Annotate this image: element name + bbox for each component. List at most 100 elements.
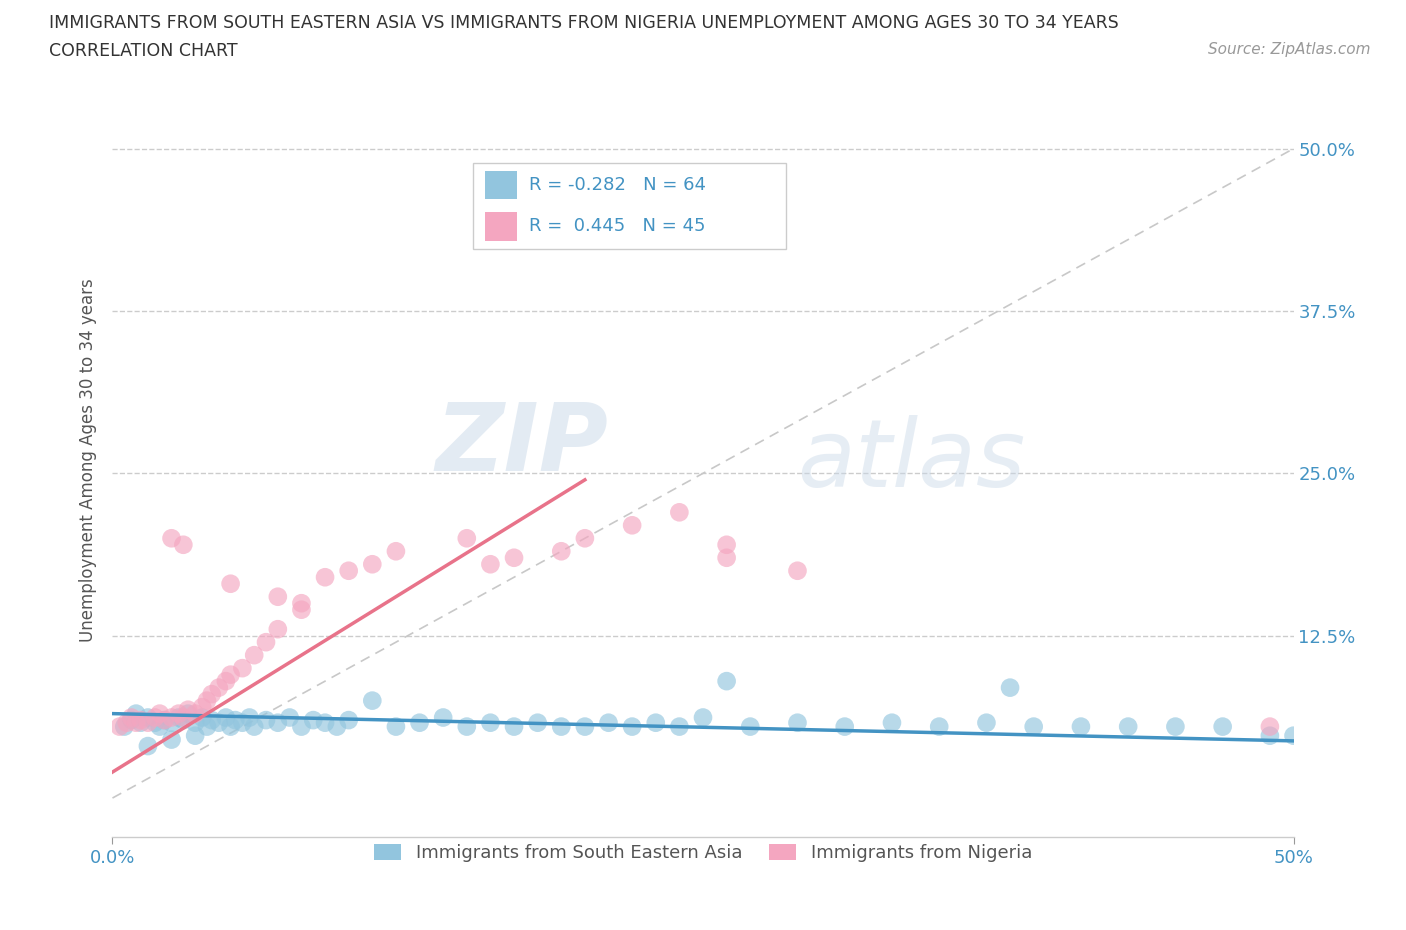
Point [112,719,135,734]
Text: atlas: atlas [797,415,1026,506]
Point [125,715,148,730]
Point [219,719,242,734]
Point [290,603,312,618]
Point [215,673,238,688]
Point [1070,719,1092,734]
Point [254,635,277,650]
Text: CORRELATION CHART: CORRELATION CHART [49,42,238,60]
Point [160,715,183,730]
Point [115,715,138,730]
Point [143,711,166,725]
Point [254,712,277,727]
Point [129,715,152,730]
Point [998,680,1021,695]
Point [153,712,176,727]
Text: IMMIGRANTS FROM SOUTH EASTERN ASIA VS IMMIGRANTS FROM NIGERIA UNEMPLOYMENT AMONG: IMMIGRANTS FROM SOUTH EASTERN ASIA VS IM… [49,14,1119,32]
Point [337,712,360,727]
Point [550,544,572,559]
Point [1022,719,1045,734]
Point [184,715,207,730]
Point [479,557,502,572]
Point [278,711,301,725]
Point [149,706,172,721]
Point [290,719,312,734]
Point [574,719,596,734]
Point [1258,719,1281,734]
Point [120,712,142,727]
Point [668,719,690,734]
Point [172,711,194,725]
Point [456,719,478,734]
Point [136,738,159,753]
Point [314,715,336,730]
Point [1258,728,1281,743]
Point [160,531,183,546]
Point [143,715,166,730]
Point [385,544,408,559]
Point [1116,719,1139,734]
Point [184,728,207,743]
Point [160,711,183,725]
Point [621,518,644,533]
Point [432,711,454,725]
Point [786,715,808,730]
Point [716,673,738,688]
Point [574,531,596,546]
Point [195,719,218,734]
Point [120,711,142,725]
Point [928,719,950,734]
Point [740,719,762,734]
Point [149,719,172,734]
Point [219,667,242,682]
Point [191,699,214,714]
Point [326,719,349,734]
Point [408,715,430,730]
Point [224,712,246,727]
Point [136,715,159,730]
Point [136,711,159,725]
Point [195,693,218,708]
Point [716,551,738,565]
Point [219,577,242,591]
Point [201,712,224,727]
Point [786,564,808,578]
Point [692,711,714,725]
Point [267,590,290,604]
Point [361,557,384,572]
Y-axis label: Unemployment Among Ages 30 to 34 years: Unemployment Among Ages 30 to 34 years [79,278,97,643]
Point [1212,719,1234,734]
Point [243,719,266,734]
Point [191,711,214,725]
Point [184,706,207,721]
Point [215,711,238,725]
Point [208,680,231,695]
Point [314,570,336,585]
Point [208,715,231,730]
Point [231,715,253,730]
Point [153,712,176,727]
Point [177,702,200,717]
Point [108,719,131,734]
Point [243,647,266,662]
Point [167,706,190,721]
Point [598,715,620,730]
Point [550,719,572,734]
Point [267,622,290,637]
Text: Source: ZipAtlas.com: Source: ZipAtlas.com [1208,42,1371,57]
Point [1282,728,1305,743]
Point [167,711,190,725]
Point [290,596,312,611]
Point [238,711,260,725]
Point [976,715,998,730]
Point [231,660,253,675]
Point [129,712,152,727]
Point [172,538,194,552]
Point [479,715,502,730]
Point [361,693,384,708]
Point [526,715,548,730]
Point [337,564,360,578]
Point [668,505,690,520]
Point [1164,719,1187,734]
Point [302,712,325,727]
Point [880,715,903,730]
